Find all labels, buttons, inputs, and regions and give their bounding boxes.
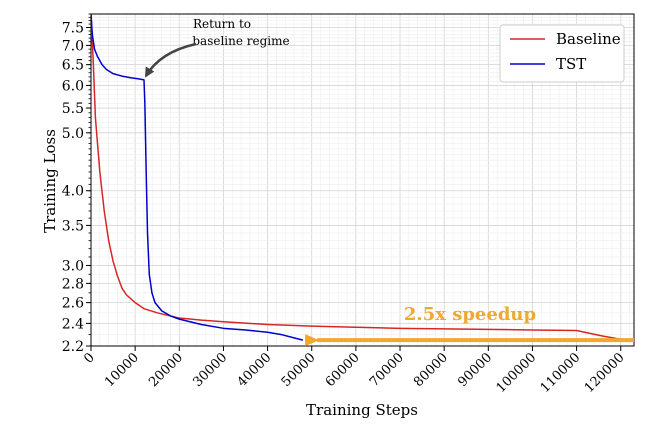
y-tick-label: 4.0 <box>62 184 84 200</box>
x-tick-label: 30000 <box>190 350 230 390</box>
x-tick-label: 60000 <box>323 350 363 390</box>
x-tick-label: 50000 <box>279 350 319 390</box>
annotation-speedup-text: 2.5x speedup <box>404 304 536 325</box>
y-tick-label: 7.5 <box>62 20 84 36</box>
y-tick-label: 6.0 <box>62 78 84 94</box>
series-line-baseline <box>91 14 630 341</box>
y-tick-label: 5.5 <box>62 101 84 117</box>
x-tick-label: 120000 <box>582 350 628 396</box>
annotation-return-line2: baseline regime <box>192 34 289 48</box>
x-tick-label: 100000 <box>494 350 540 396</box>
x-tick-label: 70000 <box>367 350 407 390</box>
annotation-return-line1: Return to <box>193 17 251 31</box>
series-line-tst <box>91 14 304 341</box>
annotations: Return to baseline regime 2.5x speedup <box>144 17 634 347</box>
x-tick-label: 40000 <box>235 350 275 390</box>
x-tick-label: 10000 <box>102 350 142 390</box>
plot-area <box>90 13 635 347</box>
series-layer <box>91 14 630 341</box>
y-tick-label: 2.4 <box>62 316 84 332</box>
y-tick-label: 2.6 <box>62 296 84 312</box>
x-tick-label: 20000 <box>146 350 186 390</box>
annotation-return-arrow <box>144 42 197 78</box>
x-tick-label: 90000 <box>455 350 495 390</box>
y-tick-label: 7.0 <box>62 38 84 54</box>
y-tick-label: 6.5 <box>62 58 84 74</box>
y-tick-label: 3.5 <box>62 218 84 234</box>
x-tick-label: 80000 <box>411 350 451 390</box>
x-axis-label: Training Steps <box>306 401 418 419</box>
x-tick-label: 110000 <box>538 350 584 396</box>
y-tick-label: 5.0 <box>62 126 84 142</box>
legend-label-tst: TST <box>556 55 586 73</box>
legend-label-baseline: Baseline <box>556 30 621 48</box>
y-tick-label: 2.8 <box>62 276 84 292</box>
y-tick-label: 3.0 <box>62 258 84 274</box>
legend: Baseline TST <box>499 24 625 83</box>
y-tick-label: 2.2 <box>62 339 84 355</box>
y-axis-label: Training Loss <box>41 129 59 233</box>
